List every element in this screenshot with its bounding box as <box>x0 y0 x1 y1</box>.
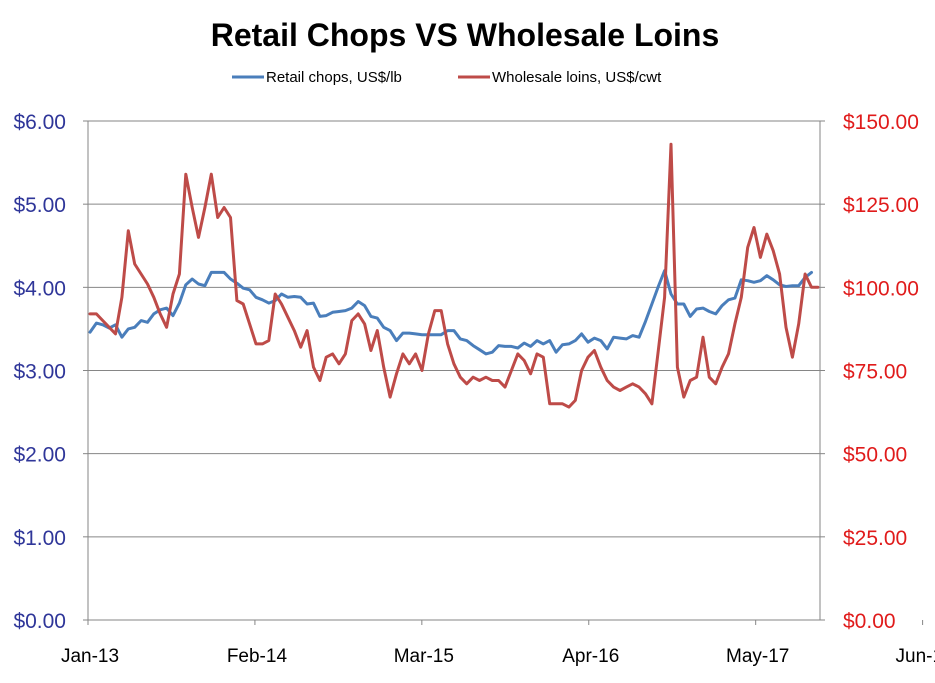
series-line-retail-chops <box>88 269 813 356</box>
left-tick-label: $4.00 <box>13 277 66 300</box>
left-tick-label: $2.00 <box>13 444 66 467</box>
left-tick-label: $6.00 <box>13 111 66 134</box>
chart-title: Retail Chops VS Wholesale Loins <box>211 17 720 53</box>
right-axis-ticks: $0.00 $25.00 $50.00 $75.00 $100.00 $125.00 $15… <box>820 111 919 633</box>
left-tick-label: $3.00 <box>13 361 66 384</box>
series-layer <box>88 142 820 409</box>
x-axis-ticks: Jan-13Feb-14Mar-15Apr-16May-17Jun-18Jul-… <box>61 620 935 667</box>
x-tick-label: Feb-14 <box>227 646 288 667</box>
right-tick-label: $50.00 <box>843 444 907 467</box>
right-tick-label: $125.00 <box>843 194 919 217</box>
x-tick-label: Jun-18 <box>896 646 935 667</box>
left-tick-label: $0.00 <box>13 610 66 633</box>
x-tick-label: Apr-16 <box>562 646 619 667</box>
left-axis-ticks: $0.00 $1.00 $2.00 $3.00 $4.00 $5.00 $6.00 <box>13 111 88 633</box>
legend-label-wholesale: Wholesale loins, US$/cwt <box>492 69 662 86</box>
right-tick-label: $25.00 <box>843 527 907 550</box>
grid-lines <box>88 120 820 538</box>
legend: Retail chops, US$/lb Wholesale loins, US… <box>232 69 662 86</box>
x-tick-label: May-17 <box>726 646 789 667</box>
series-line-wholesale-loins <box>88 142 820 409</box>
left-tick-label: $5.00 <box>13 194 66 217</box>
x-tick-label: Mar-15 <box>394 646 454 667</box>
right-tick-label: $100.00 <box>843 277 919 300</box>
right-tick-label: $0.00 <box>843 610 896 633</box>
legend-label-retail: Retail chops, US$/lb <box>266 69 402 86</box>
right-tick-label: $75.00 <box>843 361 907 384</box>
left-tick-label: $1.00 <box>13 527 66 550</box>
right-tick-label: $150.00 <box>843 111 919 134</box>
x-tick-label: Jan-13 <box>61 646 119 667</box>
